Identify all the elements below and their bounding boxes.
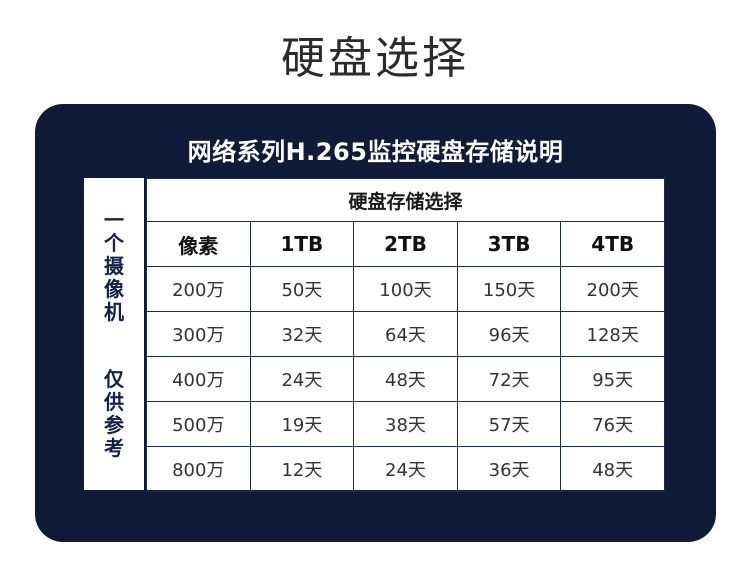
table-cell: 300万	[146, 311, 251, 357]
table-cell: 500万	[146, 401, 251, 447]
side-char: 供	[104, 389, 124, 414]
table-cell: 57天	[456, 401, 562, 447]
table-cell: 38天	[353, 401, 458, 447]
side-char: 机	[104, 299, 124, 324]
table-cell: 76天	[560, 401, 665, 447]
column-header-4tb: 4TB	[560, 221, 665, 267]
table-row: 400万 24天 48天 72天 95天	[146, 356, 665, 402]
side-label-bottom: 仅 供 参 考	[104, 366, 124, 460]
storage-table: 硬盘存储选择 像素 1TB 2TB 3TB 4TB 200万 50天 100天 …	[146, 178, 665, 492]
table-cell: 96天	[456, 311, 562, 357]
table-cell: 72天	[456, 356, 562, 402]
column-header-2tb: 2TB	[353, 221, 458, 267]
table-cell: 48天	[560, 446, 665, 492]
table-cell: 100天	[353, 266, 458, 312]
table-cell: 150天	[456, 266, 562, 312]
table-cell: 64天	[353, 311, 458, 357]
side-char: 参	[104, 412, 124, 437]
column-header-1tb: 1TB	[249, 221, 355, 267]
table-cell: 800万	[146, 446, 251, 492]
table-cell: 12天	[249, 446, 355, 492]
table-cell: 128天	[560, 311, 665, 357]
side-label-top: 一 个 摄 像 机	[104, 207, 124, 324]
table-cell: 200天	[560, 266, 665, 312]
page-title: 硬盘选择	[281, 33, 469, 84]
side-char: 个	[104, 230, 124, 255]
table-cell: 400万	[146, 356, 251, 402]
storage-table-wrapper: 一 个 摄 像 机 仅 供 参 考 硬盘存储选择 像素 1TB 2TB	[84, 178, 665, 492]
side-char: 仅	[104, 366, 124, 391]
table-cell: 36天	[456, 446, 562, 492]
table-header-row: 像素 1TB 2TB 3TB 4TB	[146, 221, 665, 267]
table-cell: 200万	[146, 266, 251, 312]
column-header-pixel: 像素	[146, 221, 251, 267]
table-cell: 95天	[560, 356, 665, 402]
table-cell: 19天	[249, 401, 355, 447]
table-row: 500万 19天 38天 57天 76天	[146, 401, 665, 447]
table-row: 200万 50天 100天 150天 200天	[146, 266, 665, 312]
table-cell: 24天	[249, 356, 355, 402]
table-row: 300万 32天 64天 96天 128天	[146, 311, 665, 357]
storage-info-card: 网络系列H.265监控硬盘存储说明 一 个 摄 像 机 仅 供 参 考 硬盘存储…	[35, 104, 716, 542]
side-label: 一 个 摄 像 机 仅 供 参 考	[84, 178, 146, 490]
table-row: 800万 12天 24天 36天 48天	[146, 446, 665, 492]
table-group-header: 硬盘存储选择	[146, 178, 665, 222]
card-title: 网络系列H.265监控硬盘存储说明	[187, 138, 564, 166]
table-cell: 50天	[249, 266, 355, 312]
table-cell: 32天	[249, 311, 355, 357]
table-cell: 24天	[353, 446, 458, 492]
side-char: 考	[104, 435, 124, 460]
column-header-3tb: 3TB	[456, 221, 562, 267]
table-cell: 48天	[353, 356, 458, 402]
side-char: 摄	[104, 253, 124, 278]
side-char: 一	[104, 207, 124, 232]
side-char: 像	[104, 276, 124, 301]
